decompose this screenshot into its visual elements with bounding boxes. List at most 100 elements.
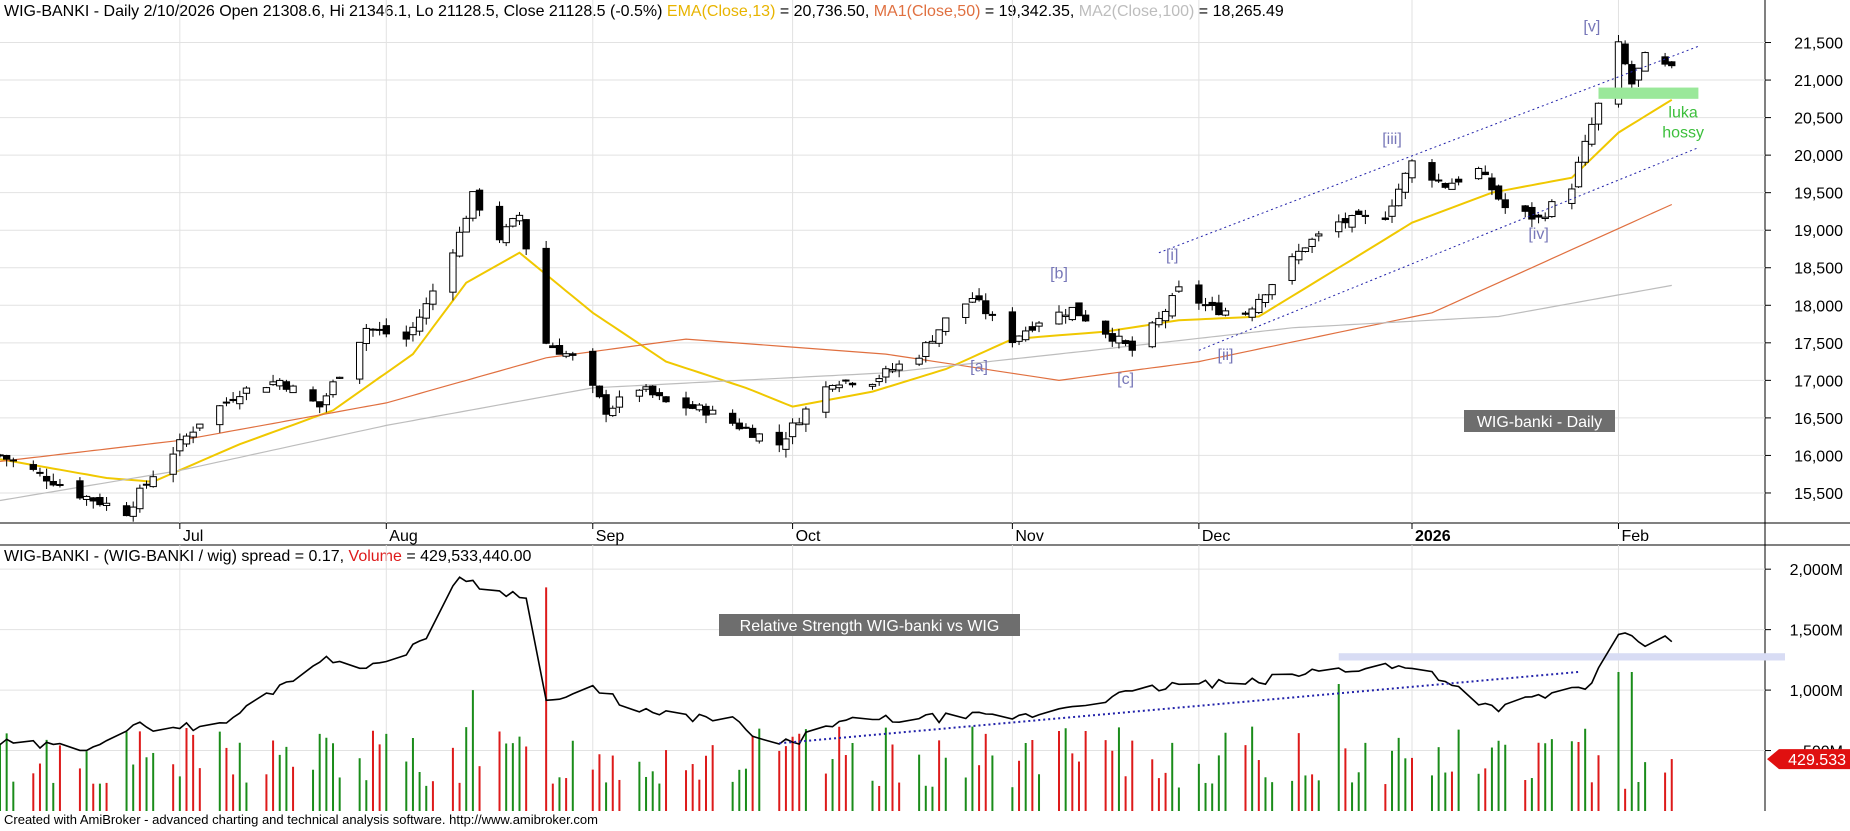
candle-body [49,480,57,486]
candle-body [449,252,457,293]
candle-body [462,217,470,233]
candle-body [1148,322,1156,348]
candle-body [176,439,184,452]
candle-body [702,405,710,416]
candle-body [475,189,484,211]
candle-body [362,327,370,344]
candle-body [842,379,850,382]
wave-label: [c] [1117,371,1134,388]
candle-body [1474,167,1483,180]
candle-body [1195,284,1203,304]
candle-body [262,387,271,393]
candle-body [1568,188,1576,204]
ma1-value: = 19,342.35, [980,3,1079,20]
candle-body [1241,312,1250,315]
candle-body [142,483,151,486]
candle-body [1548,201,1556,218]
candle-body [735,422,743,430]
candle-body [609,407,617,417]
candle-body [1341,218,1350,224]
candle-body [962,303,970,318]
candle-body [1121,340,1130,344]
candle-body [96,497,104,506]
candle-body [1661,56,1669,65]
candle-body [1494,185,1503,200]
price-candles [0,35,1676,522]
candle-body [415,316,424,332]
candle-body [1588,123,1596,145]
ma1-legend: MA1(Close,50) [873,3,981,20]
trend-channel-line [1158,45,1699,254]
candle-body [1428,162,1436,181]
candle-body [562,353,570,357]
candle-body [289,385,297,394]
candle-body [742,426,750,429]
price-tick-label: 21,500 [1794,36,1843,53]
volume-legend: Volume [348,548,402,565]
chart-axes: 15,500 16,000 16,500 17,000 17,500 18,000 18,5… [179,36,1850,770]
candle-body [515,214,524,222]
wave-label: [b] [1050,265,1068,282]
ma2-value: = 18,265.49 [1194,3,1284,20]
candle-body [795,422,803,426]
candle-body [1348,215,1356,228]
candle-body [728,412,737,424]
candle-body [589,350,597,386]
price-series-label: WIG-banki - Daily [1477,414,1602,431]
candle-body [269,381,277,386]
candle-body [682,397,690,409]
relative-strength-layer [0,576,1785,752]
candle-body [635,389,644,397]
wave-label: [a] [970,358,988,375]
gap-zone [1598,87,1699,99]
candle-body [1081,314,1090,322]
candle-body [1448,182,1456,190]
candle-body [695,404,704,411]
volume-tick-label: 1,000M [1790,683,1843,700]
candle-body [336,376,344,379]
price-tick-label: 17,500 [1794,336,1843,353]
price-tick-label: 17,000 [1794,373,1843,390]
candle-body [1501,199,1509,209]
candle-body [942,317,950,332]
candle-body [935,329,943,344]
candle-body [615,396,624,408]
candle-body [1574,161,1583,188]
candle-body [316,401,324,408]
footer-credit: Created with AmiBroker - advanced charti… [4,812,598,827]
candle-body [1528,206,1536,220]
candle-body [1641,52,1649,72]
candle-body [1614,41,1623,105]
resistance-zone [1338,653,1785,661]
candle-body [402,331,410,340]
candle-body [1668,61,1676,67]
candle-body [1175,286,1183,292]
candle-body [968,298,977,303]
candle-body [322,395,331,406]
candle-body [409,326,417,336]
candle-body [122,505,131,517]
candle-body [1621,43,1629,65]
symbol-info: WIG-BANKI - Daily 2/10/2026 Open 21308.6… [4,3,663,20]
volume-value: = 429,533,440.00 [401,548,532,565]
candle-body [29,464,37,470]
last-volume-value: 429.533 [1788,752,1846,769]
price-tick-label: 19,000 [1794,223,1843,240]
candle-body [169,453,177,475]
candle-body [1115,335,1123,344]
candle-body [662,396,670,403]
candle-body [1315,233,1323,237]
candle-body [642,386,650,390]
candle-body [136,487,144,510]
candle-body [835,384,843,389]
candle-body [1015,335,1023,342]
candle-body [1301,247,1310,252]
candle-body [1068,306,1076,321]
candle-body [1255,298,1263,314]
volume-tick-label: 1,500M [1790,623,1843,640]
candle-body [1521,205,1529,212]
date-tick-label: Nov [1015,528,1043,545]
candle-body [1541,216,1549,219]
candle-body [9,459,17,462]
candle-body [915,357,923,365]
